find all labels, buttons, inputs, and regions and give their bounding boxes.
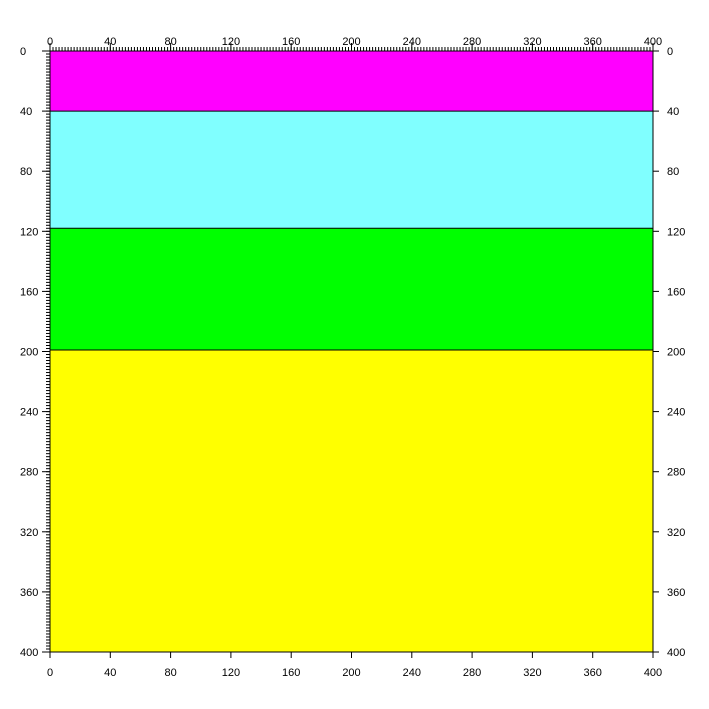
left-tick-label: 240 (20, 407, 38, 419)
bottom-tick-label: 40 (104, 667, 116, 679)
bottom-tick-label: 280 (463, 667, 481, 679)
right-tick-label: 240 (667, 407, 685, 419)
left-tick-label: 400 (20, 647, 38, 659)
layer-4 (50, 349, 653, 652)
left-tick-label: 40 (20, 106, 32, 118)
top-tick-label: 120 (222, 36, 240, 48)
top-tick-label: 160 (282, 36, 300, 48)
layers-group (50, 51, 653, 652)
top-tick-label: 0 (47, 36, 53, 48)
bottom-tick-label: 240 (403, 667, 421, 679)
bottom-tick-label: 320 (523, 667, 541, 679)
top-tick-label: 360 (584, 36, 602, 48)
bottom-tick-label: 0 (47, 667, 53, 679)
top-tick-label: 40 (104, 36, 116, 48)
left-tick-label: 120 (20, 226, 38, 238)
bottom-tick-label: 80 (164, 667, 176, 679)
right-tick-label: 320 (667, 527, 685, 539)
right-tick-label: 360 (667, 587, 685, 599)
bottom-tick-label: 400 (644, 667, 662, 679)
left-tick-label: 160 (20, 286, 38, 298)
right-tick-label: 160 (667, 286, 685, 298)
top-tick-label: 200 (342, 36, 360, 48)
layer-2 (50, 111, 653, 229)
bottom-tick-label: 200 (342, 667, 360, 679)
top-tick-label: 80 (164, 36, 176, 48)
layer-1 (50, 51, 653, 112)
right-tick-label: 280 (667, 467, 685, 479)
left-tick-label: 80 (20, 166, 32, 178)
left-tick-label: 0 (20, 46, 26, 58)
right-tick-label: 0 (667, 46, 673, 58)
right-tick-label: 40 (667, 106, 679, 118)
top-tick-label: 240 (403, 36, 421, 48)
layer-3 (50, 228, 653, 350)
top-tick-label: 280 (463, 36, 481, 48)
right-tick-label: 80 (667, 166, 679, 178)
axis-ticks (42, 43, 659, 658)
left-tick-label: 200 (20, 347, 38, 359)
right-tick-label: 200 (667, 347, 685, 359)
top-tick-label: 400 (644, 36, 662, 48)
bottom-tick-label: 120 (222, 667, 240, 679)
left-tick-label: 320 (20, 527, 38, 539)
bottom-tick-label: 360 (584, 667, 602, 679)
left-tick-label: 280 (20, 467, 38, 479)
top-tick-label: 320 (523, 36, 541, 48)
right-tick-label: 120 (667, 226, 685, 238)
right-tick-label: 400 (667, 647, 685, 659)
left-tick-label: 360 (20, 587, 38, 599)
layer-boundaries (50, 110, 653, 351)
bottom-tick-label: 160 (282, 667, 300, 679)
